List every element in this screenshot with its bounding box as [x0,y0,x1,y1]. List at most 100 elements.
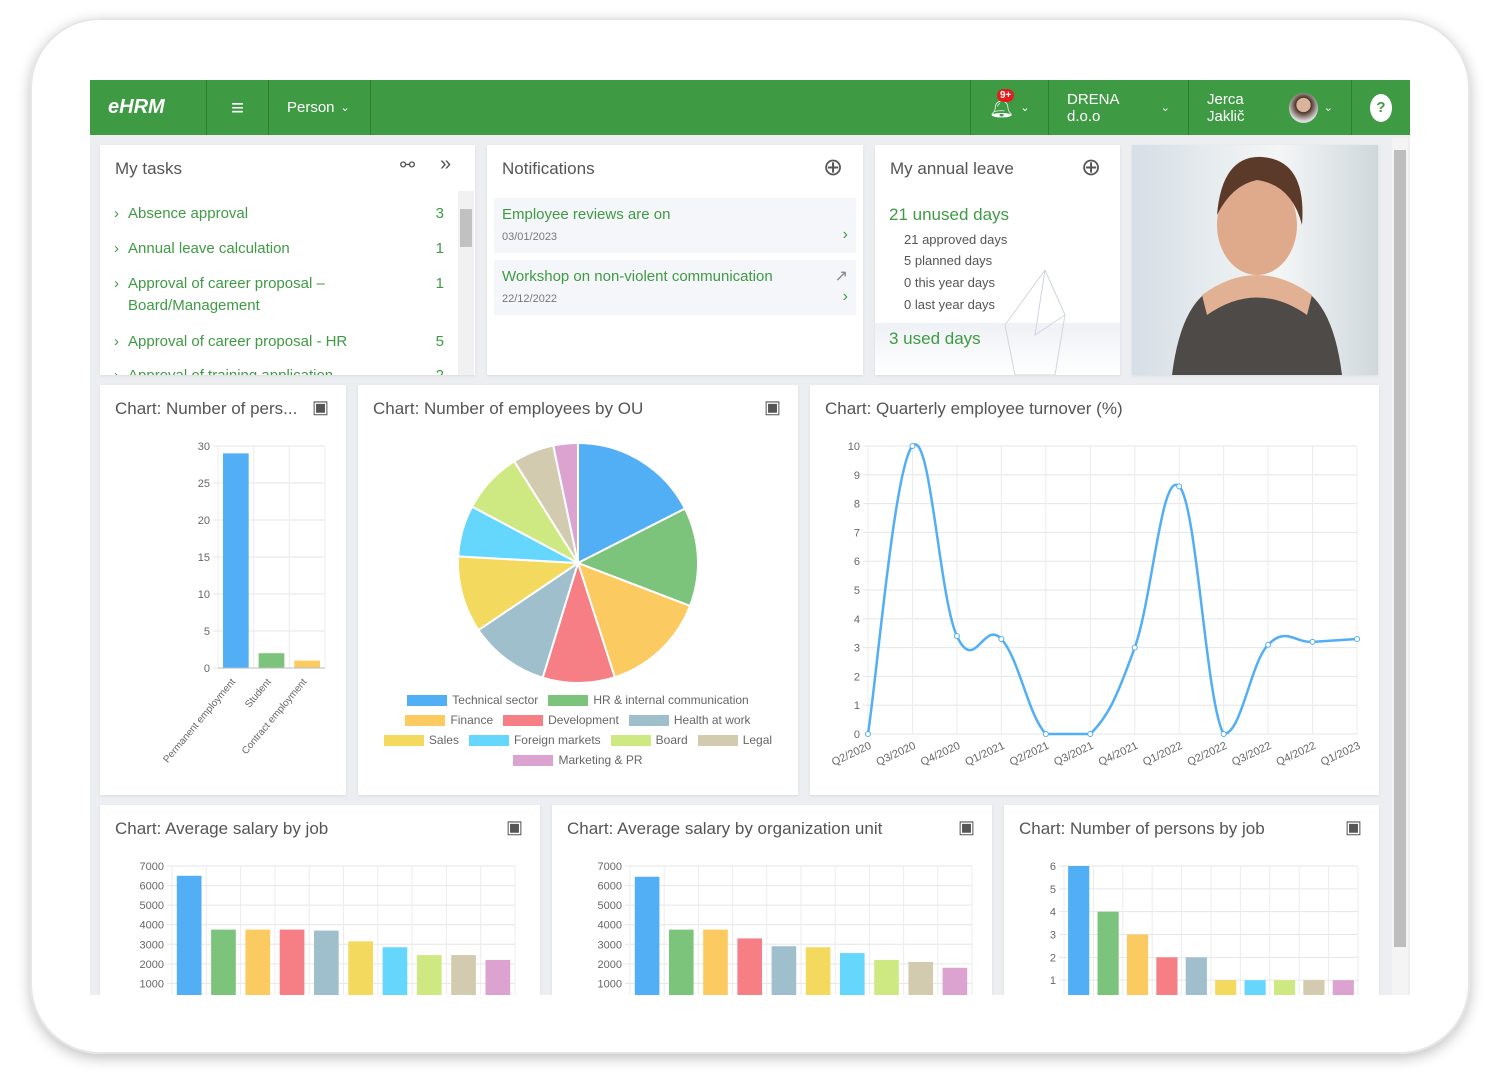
legend-label: Development [548,713,619,727]
y-tick-label: 6000 [598,881,622,893]
x-tick-label: Permanent employment [161,677,238,766]
legend-label: HR & internal communication [593,693,749,707]
bar [294,660,321,668]
data-point [998,635,1005,642]
top-bar: eHRM ≡ Person ⌄ 🔔︎ 9+ ⌄ DRENA d.o.o ⌄ Jerca … [90,80,1410,135]
chart-card-ou: Chart: Number of employees by OU ▣ Techn… [358,385,798,795]
chevron-right-icon: › [842,226,848,243]
help-button[interactable]: ? [1351,80,1410,135]
user-menu[interactable]: Jerca Jaklič ⌄ [1188,80,1351,135]
x-tick-label: Q4/2021 [1097,740,1140,769]
scroll-thumb[interactable] [460,209,472,247]
legend-item[interactable]: Development [503,713,619,727]
chart-card-persons: Chart: Number of pers... ▣ 0 5 10 15 20 25 30 P… [100,385,346,795]
legend-swatch [628,714,669,726]
notifications-button[interactable]: 🔔︎ 9+ ⌄ [970,80,1048,135]
data-point [1354,635,1360,642]
x-tick-label: Q1/2021 [963,740,1006,769]
chart-salary-ou: 1000 2000 3000 4000 5000 6000 7000 [598,861,973,995]
notification-item[interactable]: Employee reviews are on 03/01/2023 › [494,198,856,253]
y-tick-label: 3 [854,643,860,655]
export-icon[interactable]: ▣ [958,817,976,837]
card-title: My tasks [115,159,183,178]
expand-icon[interactable]: » [440,153,452,175]
this-year-days: 0 this year days [904,275,996,290]
y-tick-label: 25 [198,478,210,490]
legend-item[interactable]: Finance [405,713,493,727]
legend-item[interactable]: Sales [383,733,459,747]
bar [451,955,476,995]
legend-item[interactable]: Technical sector [407,693,538,707]
x-tick-label: Q1/2022 [1141,740,1184,769]
bar [908,961,934,995]
task-item[interactable]: Approval of career proposal - HR5 [114,331,444,353]
bar [1303,980,1325,995]
legend-label: Board [655,733,688,747]
add-icon[interactable]: ⊕ [1081,154,1102,181]
bar [771,946,797,995]
export-icon[interactable]: ▣ [312,397,330,417]
notification-badge: 9+ [997,89,1015,102]
legend-item[interactable]: Board [610,733,688,747]
y-tick-label: 9 [854,470,860,482]
data-point [1042,731,1049,737]
legend-label: Finance [450,713,494,727]
logo[interactable]: eHRM [90,80,207,135]
legend-item[interactable]: HR & internal communication [548,693,749,707]
bar [1126,934,1149,995]
legend-item[interactable]: Marketing & PR [513,753,643,767]
pie-slice [575,507,699,608]
notification-item[interactable]: Workshop on non-violent communication 22/… [494,260,856,315]
chart-title: Chart: Average salary by job [115,819,329,838]
legend-item[interactable]: Health at work [628,713,751,727]
used-days: 3 used days [889,329,981,348]
add-icon[interactable]: ⊕ [823,154,844,181]
bar [1215,980,1237,995]
export-icon[interactable]: ▣ [506,817,524,837]
pie-legend: Technical sector HR & internal communicat… [368,693,788,767]
y-tick-label: 30 [198,441,210,453]
pie-slice [552,441,579,564]
legend-label: Marketing & PR [558,753,643,767]
y-tick-label: 6 [854,556,860,568]
chart-ou-pie [457,441,699,684]
data-point [909,443,916,449]
bar [314,930,339,995]
legend-item[interactable]: Legal [697,733,772,747]
tasks-scrollbar[interactable] [458,191,474,375]
data-point [1131,644,1138,651]
legend-swatch [468,734,509,746]
company-menu[interactable]: DRENA d.o.o ⌄ [1048,80,1188,135]
y-tick-label: 5000 [140,900,164,912]
task-item[interactable]: Approval of career proposal –Board/Manag… [114,273,444,317]
x-tick-label: Q1/2023 [1319,740,1362,769]
y-tick-label: 4 [1050,907,1056,919]
legend-label: Foreign markets [513,733,601,747]
person-menu[interactable]: Person ⌄ [269,80,371,135]
chevron-right-icon: › [842,288,848,305]
task-item[interactable]: Approval of training application2 [114,365,444,375]
page-scrollbar[interactable] [1392,138,1408,995]
bar [1244,980,1266,995]
pie-slice [457,555,582,632]
export-icon[interactable]: ▣ [1345,817,1363,837]
binoculars-icon[interactable]: ⚯ [400,155,416,175]
bar [703,929,728,995]
bar [839,953,865,995]
y-tick-label: 1000 [140,978,164,990]
bar [1185,957,1207,995]
bar [634,876,660,995]
y-tick-label: 5000 [598,900,622,912]
page-scroll-thumb[interactable] [1394,150,1406,947]
legend-swatch [548,694,589,706]
chevron-down-icon: ⌄ [340,102,350,114]
y-tick-label: 7 [854,527,860,539]
legend-item[interactable]: Foreign markets [468,733,601,747]
y-tick-label: 7000 [140,861,164,873]
export-icon[interactable]: ▣ [764,397,782,417]
legend-swatch [503,714,544,726]
hamburger-icon[interactable]: ≡ [207,80,269,135]
unused-days: 21 unused days [889,205,1010,224]
